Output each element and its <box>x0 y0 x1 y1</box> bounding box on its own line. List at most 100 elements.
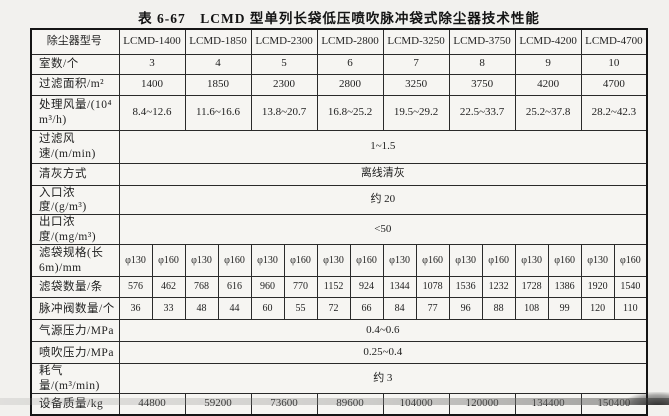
table-cell: φ130 <box>382 244 417 278</box>
table-cell: 1078 <box>415 276 450 299</box>
table-cell: 0.4~0.6 <box>118 319 648 343</box>
table-cell: 55 <box>283 297 318 321</box>
table-cell: 4200 <box>514 73 582 96</box>
table-cell: 120 <box>580 297 615 321</box>
table-row: 清灰方式 离线清灰 <box>30 162 648 186</box>
table-cell: 2300 <box>250 73 318 96</box>
row-label: 清灰方式 <box>30 162 120 186</box>
table-cell: φ130 <box>514 244 549 278</box>
table-cell: 约 20 <box>118 184 648 216</box>
row-label: 滤袋数量/条 <box>30 276 120 299</box>
table-row: 过滤风速/(m/min) 1~1.5 <box>30 129 648 164</box>
table-cell: φ160 <box>217 244 252 278</box>
table-cell: 19.5~29.2 <box>382 94 450 131</box>
table-row: 出口浓度/(mg/m³) <50 <box>30 214 648 246</box>
table-cell: 5 <box>250 53 318 75</box>
table-cell: φ130 <box>118 244 153 278</box>
table-cell: 28.2~42.3 <box>580 94 648 131</box>
table-cell: 离线清灰 <box>118 162 648 186</box>
table-cell: 462 <box>151 276 186 299</box>
table-cell: 960 <box>250 276 285 299</box>
table-cell: 1400 <box>118 73 186 96</box>
table-cell: 44 <box>217 297 252 321</box>
table-row: 喷吹压力/MPa 0.25~0.4 <box>30 341 648 365</box>
table-cell: 3 <box>118 53 186 75</box>
table-cell: 9 <box>514 53 582 75</box>
table-cell: 48 <box>184 297 219 321</box>
table-row: 处理风量/(10⁴ m³/h) 8.4~12.6 11.6~16.6 13.8~20.… <box>30 94 648 131</box>
table-cell: 616 <box>217 276 252 299</box>
table-cell: 770 <box>283 276 318 299</box>
table-cell: 0.25~0.4 <box>118 341 648 365</box>
table-cell: LCMD-3250 <box>382 28 450 55</box>
table-cell: LCMD-2300 <box>250 28 318 55</box>
table-cell: LCMD-4700 <box>580 28 648 55</box>
row-label: 出口浓度/(mg/m³) <box>30 214 120 246</box>
table-cell: 8.4~12.6 <box>118 94 186 131</box>
row-label: 脉冲阀数量/个 <box>30 297 120 321</box>
table-cell: <50 <box>118 214 648 246</box>
table-cell: φ130 <box>580 244 615 278</box>
table-title: 表 6-67 LCMD 型单列长袋低压喷吹脉冲袋式除尘器技术性能 <box>138 11 540 26</box>
table-cell: 8 <box>448 53 516 75</box>
table-row: 过滤面积/m² 1400 1850 2300 2800 3250 3750 4200 4700 <box>30 73 648 96</box>
table-cell: φ160 <box>151 244 186 278</box>
table-cell: φ160 <box>349 244 384 278</box>
table-cell: 11.6~16.6 <box>184 94 252 131</box>
table-cell: φ160 <box>415 244 450 278</box>
table-cell: 1540 <box>613 276 648 299</box>
table-cell: φ130 <box>250 244 285 278</box>
table-cell: φ160 <box>283 244 318 278</box>
row-label: 室数/个 <box>30 53 120 75</box>
table-cell: 576 <box>118 276 153 299</box>
table-cell: 99 <box>547 297 582 321</box>
table-cell: 4700 <box>580 73 648 96</box>
row-label: 入口浓度/(g/m³) <box>30 184 120 216</box>
table-cell: φ130 <box>448 244 483 278</box>
scanned-page: 表 6-67 LCMD 型单列长袋低压喷吹脉冲袋式除尘器技术性能 除尘器型号 LC… <box>0 11 669 416</box>
table-cell: 1386 <box>547 276 582 299</box>
table-cell: 13.8~20.7 <box>250 94 318 131</box>
table-cell: LCMD-1850 <box>184 28 252 55</box>
table-cell: 1344 <box>382 276 417 299</box>
table-cell: φ130 <box>316 244 351 278</box>
spec-table-body: 除尘器型号 LCMD-1400 LCMD-1850 LCMD-2300 LCMD-280… <box>30 28 648 415</box>
table-cell: 16.8~25.2 <box>316 94 384 131</box>
table-cell: LCMD-1400 <box>118 28 186 55</box>
table-cell: 3750 <box>448 73 516 96</box>
table-cell: 72 <box>316 297 351 321</box>
table-cell: φ160 <box>547 244 582 278</box>
table-cell: φ160 <box>481 244 516 278</box>
table-cell: 36 <box>118 297 153 321</box>
table-cell: 1728 <box>514 276 549 299</box>
table-cell: LCMD-2800 <box>316 28 384 55</box>
table-row: 室数/个 3 4 5 6 7 8 9 10 <box>30 53 648 75</box>
row-label: 喷吹压力/MPa <box>30 341 120 365</box>
table-cell: 4 <box>184 53 252 75</box>
table-cell: 1232 <box>481 276 516 299</box>
table-cell: 96 <box>448 297 483 321</box>
table-row: 滤袋规格(长 6m)/mm φ130 φ160 φ130 φ160 φ130 φ160 φ13… <box>30 244 648 278</box>
table-cell: 60 <box>250 297 285 321</box>
scan-shadow-band <box>0 398 669 405</box>
table-cell: 10 <box>580 53 648 75</box>
table-cell: 924 <box>349 276 384 299</box>
table-cell: 110 <box>613 297 648 321</box>
spec-table: 除尘器型号 LCMD-1400 LCMD-1850 LCMD-2300 LCMD-280… <box>30 28 649 416</box>
table-cell: 2800 <box>316 73 384 96</box>
table-cell: 1~1.5 <box>118 129 648 164</box>
table-cell: 33 <box>151 297 186 321</box>
table-cell: 7 <box>382 53 450 75</box>
row-label: 过滤风速/(m/min) <box>30 129 120 164</box>
table-cell: 25.2~37.8 <box>514 94 582 131</box>
table-cell: 66 <box>349 297 384 321</box>
table-cell: 3250 <box>382 73 450 96</box>
row-label: 除尘器型号 <box>30 28 120 55</box>
table-cell: 1850 <box>184 73 252 96</box>
table-row: 脉冲阀数量/个 36 33 48 44 60 55 72 66 84 77 96 88 108 99 120 1… <box>30 297 648 321</box>
table-cell: φ130 <box>184 244 219 278</box>
table-cell: φ160 <box>613 244 648 278</box>
table-cell: 22.5~33.7 <box>448 94 516 131</box>
row-label: 耗气量/(m³/min) <box>30 363 120 394</box>
table-row: 除尘器型号 LCMD-1400 LCMD-1850 LCMD-2300 LCMD-280… <box>30 28 648 55</box>
